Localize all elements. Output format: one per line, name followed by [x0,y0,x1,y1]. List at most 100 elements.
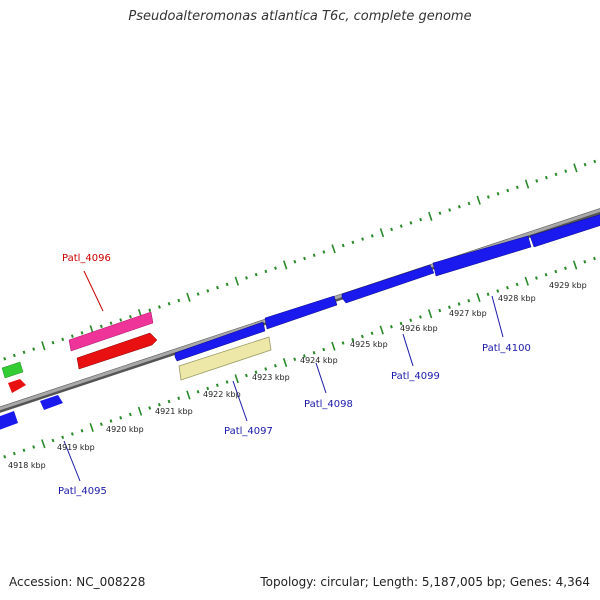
minor-tick [3,455,7,459]
blue-small-feature[interactable] [40,395,63,410]
leader-patl-4098 [315,362,327,394]
minor-tick [447,305,451,310]
major-tick [428,211,433,221]
scale-label: 4926 kbp [400,324,438,333]
minor-tick [70,432,74,436]
yellow-feature[interactable] [178,336,272,381]
minor-tick [341,243,345,248]
minor-tick [583,162,587,167]
major-tick [89,422,94,433]
blue-edge-feature[interactable] [0,411,18,430]
major-tick [41,439,46,449]
minor-tick [418,315,422,319]
major-tick [379,325,384,335]
minor-tick [583,260,587,264]
label-patl-4095[interactable]: Patl_4095 [58,486,107,497]
gene-patl-4099[interactable] [341,264,435,304]
minor-tick [109,321,113,325]
minor-tick [80,429,84,433]
major-tick [331,341,336,351]
minor-tick [351,338,355,342]
minor-tick [215,383,219,388]
leader-lines [63,270,504,482]
major-tick [234,374,239,384]
feature-track [0,214,600,430]
blue-right-edge-feature[interactable] [529,214,600,248]
minor-tick [293,357,297,362]
minor-tick [486,292,490,297]
major-tick [137,406,143,416]
map-title: Pseudoalteromonas atlantica T6c, complet… [128,9,472,24]
minor-tick [128,412,132,417]
minor-tick [312,351,316,355]
minor-tick [302,354,306,358]
major-tick [379,228,385,238]
minor-tick [496,192,500,196]
minor-tick [61,435,65,439]
major-tick [186,390,191,400]
minor-tick [254,272,258,277]
red-small-feature[interactable] [8,379,26,393]
scale-label: 4921 kbp [155,407,193,416]
leader-patl-4095 [63,440,81,482]
minor-tick [448,208,452,212]
minor-tick [158,305,161,309]
minor-tick [457,204,461,209]
scale-label: 4918 kbp [8,461,46,470]
major-tick [524,179,530,189]
major-tick [427,309,433,319]
scale-label: 4920 kbp [106,425,144,434]
minor-tick [390,227,394,232]
minor-tick [593,159,597,164]
minor-tick [564,169,568,173]
gene-patl-4097[interactable] [174,321,266,362]
label-patl-4099[interactable]: Patl_4099 [391,371,440,382]
minor-tick [554,269,558,274]
scale-label: 4925 kbp [350,340,388,349]
label-patl-4100[interactable]: Patl_4100 [482,343,531,354]
minor-tick [544,175,548,180]
minor-tick [177,396,181,401]
minor-tick [244,373,248,378]
green-feature[interactable] [1,361,24,379]
gene-patl-4098[interactable] [264,295,338,330]
minor-tick [264,269,268,274]
minor-tick [254,370,258,375]
major-tick [234,276,240,286]
minor-tick [206,386,210,391]
leader-patl-4096 [83,270,104,312]
label-patl-4096[interactable]: Patl_4096 [62,253,111,264]
label-patl-4098[interactable]: Patl_4098 [304,399,353,410]
minor-tick [51,340,55,345]
minor-tick [264,367,268,371]
minor-tick [148,406,152,410]
minor-tick [370,331,374,336]
major-tick [41,341,46,351]
minor-tick [32,347,36,351]
minor-tick [496,289,500,293]
label-patl-4097[interactable]: Patl_4097 [224,426,273,437]
minor-tick [312,253,316,257]
minor-tick [216,285,219,290]
pink-feature[interactable] [68,311,154,352]
major-tick [572,260,578,270]
minor-tick [148,308,152,312]
major-tick [524,276,529,286]
major-tick [283,260,288,270]
minor-tick [206,289,210,293]
gene-patl-4096[interactable] [76,332,158,370]
minor-tick [129,314,132,319]
minor-tick [486,195,490,199]
leader-patl-4100 [491,295,504,338]
minor-tick [12,451,16,456]
gene-patl-4100[interactable] [432,235,532,277]
minor-tick [225,380,229,384]
minor-tick [457,302,461,306]
minor-tick [109,419,113,423]
minor-tick [544,273,548,277]
leader-patl-4097 [232,380,248,422]
minor-tick [438,308,442,313]
minor-tick [351,240,355,245]
minor-tick [273,364,277,368]
